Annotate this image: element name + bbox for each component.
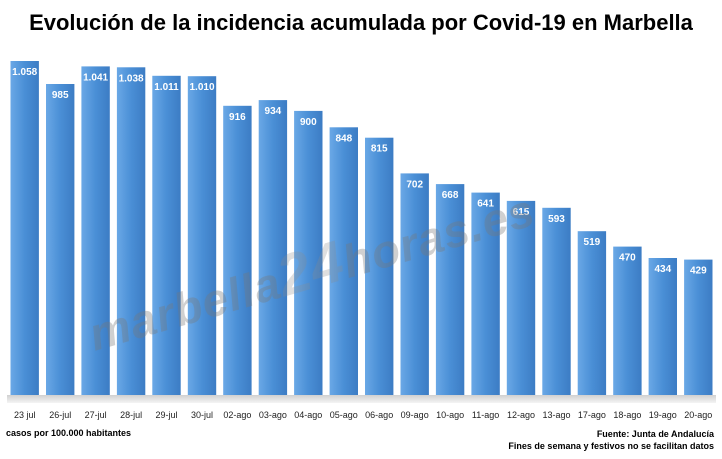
x-tick-labels-group: 23 jul 26-jul 27-jul 28-jul 29-jul 30-jul 02-a…: [14, 410, 712, 420]
footer-notes: Fuente: Junta de Andalucía Fines de sema…: [508, 428, 714, 452]
x-tick-23 jul: 23 jul: [14, 410, 36, 420]
value-label-11-ago: 641: [477, 199, 494, 210]
value-label-03-ago: 934: [265, 106, 282, 117]
value-label-20-ago: 429: [690, 266, 707, 277]
bar-29-jul: [152, 75, 181, 396]
value-label-10-ago: 668: [442, 190, 459, 201]
units-note: casos por 100.000 habitantes: [6, 428, 132, 438]
bar-04-ago: [294, 110, 323, 396]
bar-23 jul: [10, 61, 39, 395]
bar-28-jul: [116, 67, 146, 396]
bar-10-ago: [435, 184, 465, 395]
x-tick-28-jul: 28-jul: [120, 410, 142, 420]
bar-09-ago: [400, 173, 429, 395]
x-tick-27-jul: 27-jul: [85, 410, 107, 420]
value-label-19-ago: 434: [654, 264, 671, 275]
x-tick-03-ago: 03-ago: [259, 410, 287, 420]
x-tick-12-ago: 12-ago: [507, 410, 535, 420]
chart-floor-plane: [7, 395, 716, 403]
value-label-28-jul: 1.038: [119, 73, 144, 84]
x-tick-10-ago: 10-ago: [436, 410, 464, 420]
x-tick-20-ago: 20-ago: [684, 410, 712, 420]
x-tick-05-ago: 05-ago: [330, 410, 358, 420]
value-label-09-ago: 702: [406, 179, 423, 190]
value-label-23 jul: 1.058: [12, 67, 37, 78]
bar-27-jul: [81, 66, 110, 396]
value-label-06-ago: 815: [371, 144, 388, 155]
x-tick-26-jul: 26-jul: [49, 410, 71, 420]
value-label-12-ago: 615: [513, 207, 530, 218]
x-tick-11-ago: 11-ago: [472, 410, 499, 420]
chart-floor: [7, 395, 716, 403]
bar-02-ago: [223, 105, 252, 396]
value-label-29-jul: 1.011: [154, 82, 179, 93]
bar-05-ago: [329, 127, 358, 396]
x-tick-29-jul: 29-jul: [155, 410, 177, 420]
x-tick-09-ago: 09-ago: [401, 410, 429, 420]
bars-group: [10, 61, 713, 396]
value-label-18-ago: 470: [619, 253, 636, 264]
bar-06-ago: [365, 137, 394, 395]
x-tick-06-ago: 06-ago: [365, 410, 393, 420]
value-label-04-ago: 900: [300, 117, 317, 128]
value-label-17-ago: 519: [584, 237, 601, 248]
bar-12-ago: [506, 200, 536, 395]
bar-20-ago: [684, 259, 713, 395]
bar-18-ago: [613, 246, 642, 395]
value-label-05-ago: 848: [335, 133, 352, 144]
bar-17-ago: [577, 231, 607, 395]
bar-13-ago: [542, 207, 571, 395]
value-labels-group: 1.058 985 1.041 1.038 1.011 1.010 916 934 900 848…: [12, 67, 707, 277]
source-note: Fuente: Junta de Andalucía: [596, 429, 714, 439]
value-label-13-ago: 593: [548, 214, 565, 225]
value-label-27-jul: 1.041: [83, 72, 108, 83]
bar-19-ago: [648, 258, 677, 395]
value-label-02-ago: 916: [229, 112, 246, 123]
x-tick-17-ago: 17-ago: [578, 410, 606, 420]
x-tick-04-ago: 04-ago: [294, 410, 322, 420]
weekend-note: Fines de semana y festivos no se facilit…: [508, 441, 714, 451]
bar-11-ago: [471, 192, 500, 395]
x-tick-30-jul: 30-jul: [191, 410, 213, 420]
value-label-30-jul: 1.010: [189, 82, 214, 93]
bar-30-jul: [187, 76, 217, 395]
x-tick-13-ago: 13-ago: [542, 410, 570, 420]
value-label-26-jul: 985: [52, 90, 69, 101]
chart-title: Evolución de la incidencia acumulada por…: [29, 10, 693, 35]
bar-03-ago: [258, 100, 288, 395]
x-tick-19-ago: 19-ago: [649, 410, 677, 420]
bar-26-jul: [46, 84, 75, 395]
x-tick-02-ago: 02-ago: [223, 410, 251, 420]
x-tick-18-ago: 18-ago: [613, 410, 641, 420]
